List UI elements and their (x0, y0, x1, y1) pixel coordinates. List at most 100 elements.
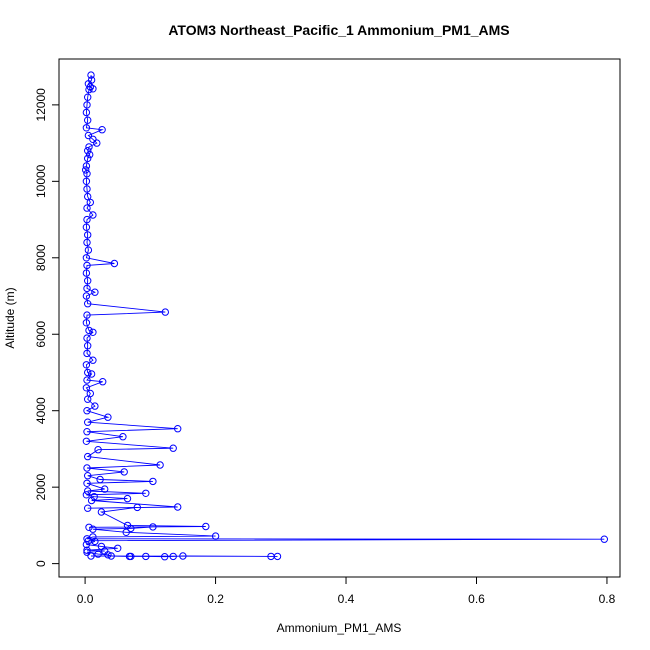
data-point (84, 395, 92, 403)
y-tick-label: 10000 (34, 164, 48, 198)
data-point (82, 124, 91, 132)
data-point (82, 162, 91, 170)
data-point (101, 485, 109, 493)
data-point (202, 522, 210, 531)
data-series (82, 71, 608, 561)
data-point (122, 528, 130, 536)
data-point (211, 532, 220, 540)
data-point (84, 93, 92, 101)
data-point (89, 525, 97, 533)
data-point (87, 552, 95, 560)
y-axis-label: Altitude (m) (3, 287, 17, 348)
data-point (83, 170, 91, 178)
data-point (127, 552, 135, 561)
data-point (84, 147, 92, 155)
data-point (161, 308, 170, 316)
data-point (89, 85, 97, 93)
data-point (87, 496, 96, 505)
data-point (82, 540, 91, 549)
y-tick-label: 12000 (34, 88, 48, 122)
data-point (83, 101, 91, 109)
data-point (82, 437, 91, 445)
data-point (85, 326, 93, 335)
data-point (84, 131, 93, 140)
data-point (82, 166, 90, 174)
data-point (83, 238, 91, 247)
data-point (110, 259, 119, 268)
data-point (83, 311, 91, 319)
data-point (82, 491, 91, 499)
data-point (84, 342, 92, 350)
data-point (104, 413, 112, 421)
data-point (273, 552, 282, 561)
data-point (84, 487, 92, 495)
data-point (84, 452, 92, 461)
y-tick-label: 0 (34, 560, 48, 567)
data-point (83, 376, 91, 384)
x-axis-label: Ammonium_PM1_AMS (277, 621, 402, 635)
data-point (104, 551, 112, 559)
data-point (127, 524, 135, 533)
y-tick-label: 6000 (34, 321, 48, 348)
data-point (90, 493, 98, 501)
data-point (114, 544, 122, 552)
data-point (86, 150, 94, 159)
data-point (82, 254, 91, 262)
data-point (161, 553, 169, 561)
data-point (85, 143, 93, 151)
data-point (97, 508, 106, 516)
x-tick-label: 0.0 (77, 592, 94, 606)
data-point (83, 261, 91, 270)
data-point (149, 477, 157, 486)
data-point (169, 552, 177, 561)
series-line (85, 75, 605, 558)
data-point (84, 300, 92, 308)
data-point (84, 504, 92, 512)
data-point (96, 475, 104, 484)
data-point (82, 108, 91, 117)
data-point (600, 535, 608, 543)
data-point (87, 370, 96, 378)
data-point (83, 535, 91, 543)
x-tick-label: 0.6 (468, 592, 485, 606)
data-point (82, 177, 91, 186)
data-point (120, 468, 128, 476)
data-point (83, 334, 91, 342)
data-point (91, 288, 99, 296)
data-point (82, 319, 91, 327)
data-point (133, 503, 142, 512)
data-point (84, 277, 92, 285)
data-point (99, 378, 107, 386)
data-point (142, 489, 150, 497)
y-tick-label: 8000 (34, 244, 48, 271)
data-point (83, 407, 91, 415)
data-point (83, 349, 91, 358)
plot-frame (58, 58, 621, 578)
data-point (84, 154, 92, 163)
data-point (82, 292, 91, 300)
data-point (86, 198, 95, 207)
y-axis: 0 2000 4000 6000 8000 10000 12000 (34, 88, 60, 567)
chart-title: ATOM3 Northeast_Pacific_1 Ammonium_PM1_A… (168, 22, 509, 38)
data-point (174, 503, 182, 511)
data-point (94, 550, 102, 558)
data-point (174, 425, 182, 433)
data-point (89, 356, 97, 364)
data-point (91, 537, 99, 546)
data-point (83, 464, 91, 472)
data-point (89, 135, 97, 144)
data-point (89, 328, 97, 336)
data-point (82, 269, 91, 277)
data-point (149, 523, 157, 531)
data-point (179, 552, 187, 560)
data-point (98, 126, 106, 134)
data-point (142, 552, 150, 561)
data-point (83, 428, 91, 436)
data-point (84, 116, 92, 124)
data-point (85, 85, 93, 94)
y-tick-label: 2000 (34, 473, 48, 500)
data-point (83, 185, 91, 193)
data-point (94, 446, 102, 454)
y-tick-label: 4000 (34, 397, 48, 424)
